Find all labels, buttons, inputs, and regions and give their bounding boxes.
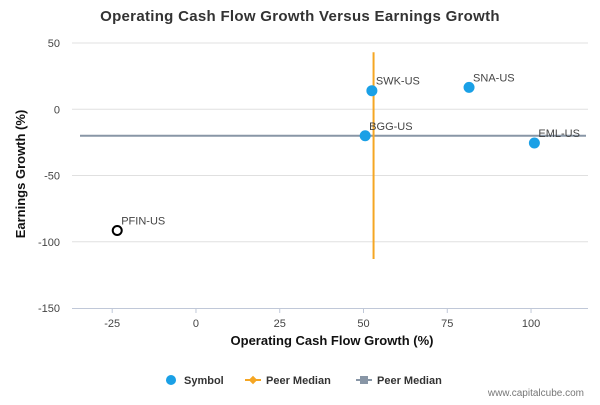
point-label-pfin-us: PFIN-US — [121, 215, 165, 227]
legend-square-icon — [360, 376, 368, 384]
legend-label: Symbol — [184, 375, 224, 387]
legend-item-1[interactable]: Symbol — [166, 375, 224, 387]
point-bgg-us[interactable] — [359, 130, 371, 142]
x-tick-label: 25 — [274, 318, 286, 330]
x-tick-label: 0 — [193, 318, 199, 330]
point-pfin-us[interactable] — [111, 224, 123, 236]
tick-layer: -25 0 25 50 75 100 50 0 -50 -100 -150 — [38, 38, 540, 330]
y-tick-label: -50 — [44, 171, 60, 183]
x-tick-label: -25 — [104, 318, 120, 330]
legend-label: Peer Median — [377, 375, 442, 387]
legend-label: Peer Median — [266, 375, 331, 387]
legend-item-3[interactable]: Peer Median — [356, 375, 442, 387]
y-axis-label: Earnings Growth (%) — [13, 110, 28, 239]
grid-layer — [72, 42, 588, 243]
y-tick-label: -100 — [38, 237, 60, 249]
point-label-bgg-us: BGG-US — [369, 121, 412, 133]
legend-item-2[interactable]: Peer Median — [245, 375, 331, 387]
x-tick-label: 50 — [357, 318, 369, 330]
points-layer: SWK-US SNA-US BGG-US EML-US PFIN-US — [111, 72, 580, 236]
y-tick-label: 50 — [48, 38, 60, 50]
x-axis-label: Operating Cash Flow Growth (%) — [231, 333, 434, 348]
chart-title: Operating Cash Flow Growth Versus Earnin… — [100, 8, 500, 25]
legend-circle-icon — [166, 375, 176, 385]
legend-diamond-icon — [248, 375, 258, 385]
point-eml-us[interactable] — [528, 137, 540, 149]
legend: Symbol Peer Median Peer Median — [166, 375, 442, 387]
point-swk-us[interactable] — [366, 85, 378, 97]
y-tick-label: -150 — [38, 303, 60, 315]
x-tick-label: 100 — [522, 318, 540, 330]
point-label-swk-us: SWK-US — [376, 76, 420, 88]
point-label-sna-us: SNA-US — [473, 72, 515, 84]
credit-text: www.capitalcube.com — [487, 388, 584, 399]
point-label-eml-us: EML-US — [538, 128, 580, 140]
x-tick-label: 75 — [441, 318, 453, 330]
point-sna-us[interactable] — [463, 81, 475, 93]
y-tick-label: 0 — [54, 104, 60, 116]
axis-layer — [72, 308, 588, 313]
